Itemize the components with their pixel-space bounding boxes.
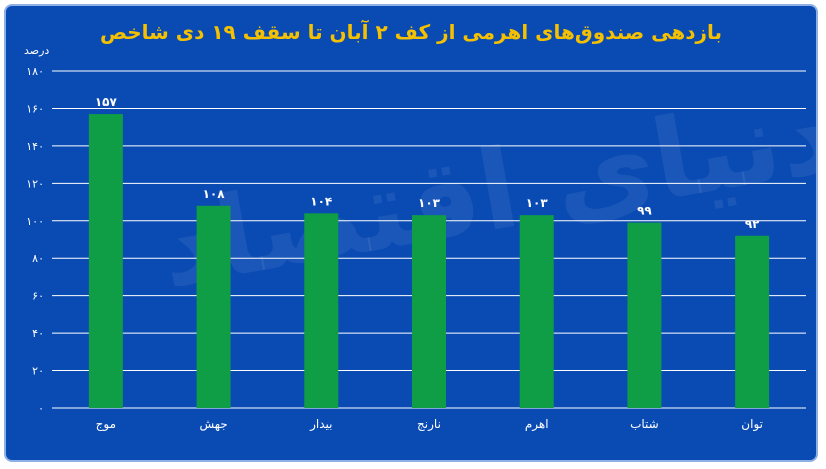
y-tick-label: ۱۸۰ xyxy=(26,65,44,78)
y-tick-label: ۰ xyxy=(38,402,44,415)
y-tick-label: ۲۰ xyxy=(32,365,44,378)
y-tick-label: ۸۰ xyxy=(32,252,44,265)
category-label: نارنج xyxy=(417,417,441,432)
category-label: بیدار xyxy=(309,417,332,432)
y-tick-label: ۱۴۰ xyxy=(26,140,44,153)
category-label: شتاب xyxy=(630,417,659,431)
data-label: ۱۵۷ xyxy=(95,95,118,109)
bar-chart: ۰ ۲۰ ۴۰ ۶۰ ۸۰ ۱۰۰ ۱۲۰ ۱۴۰ ۱۶۰ ۱۸۰ ۱۵۷ موج ۱۰۸ جهش ۱۰۴ ب… xyxy=(26,65,806,432)
category-label: جهش xyxy=(199,417,227,432)
data-label: ۱۰۴ xyxy=(310,194,332,208)
y-axis-unit-label: درصد xyxy=(24,44,50,57)
data-label: ۱۰۸ xyxy=(203,187,226,201)
y-tick-label: ۱۲۰ xyxy=(26,177,44,190)
y-tick-label: ۶۰ xyxy=(32,290,44,303)
bar xyxy=(627,222,662,408)
bar xyxy=(304,213,339,408)
data-label: ۹۲ xyxy=(745,217,760,231)
bar xyxy=(735,235,770,408)
data-label: ۹۹ xyxy=(637,204,652,218)
category-label: موج xyxy=(96,417,116,432)
bar xyxy=(519,215,554,408)
chart-frame: دنیای اقتصاد بازدهی صندوق‌های اهرمی از ک… xyxy=(4,4,818,462)
category-label: توان xyxy=(741,417,763,432)
data-label: ۱۰۳ xyxy=(418,196,441,210)
chart-title: بازدهی صندوق‌های اهرمی از کف ۲ آبان تا س… xyxy=(99,20,723,44)
y-tick-label: ۱۶۰ xyxy=(26,102,44,115)
bar xyxy=(88,114,123,409)
data-label: ۱۰۳ xyxy=(526,196,549,210)
bar xyxy=(412,215,446,408)
category-label: اهرم xyxy=(525,417,549,432)
bar xyxy=(196,205,231,408)
y-tick-label: ۴۰ xyxy=(32,327,44,340)
y-tick-label: ۱۰۰ xyxy=(26,215,44,228)
